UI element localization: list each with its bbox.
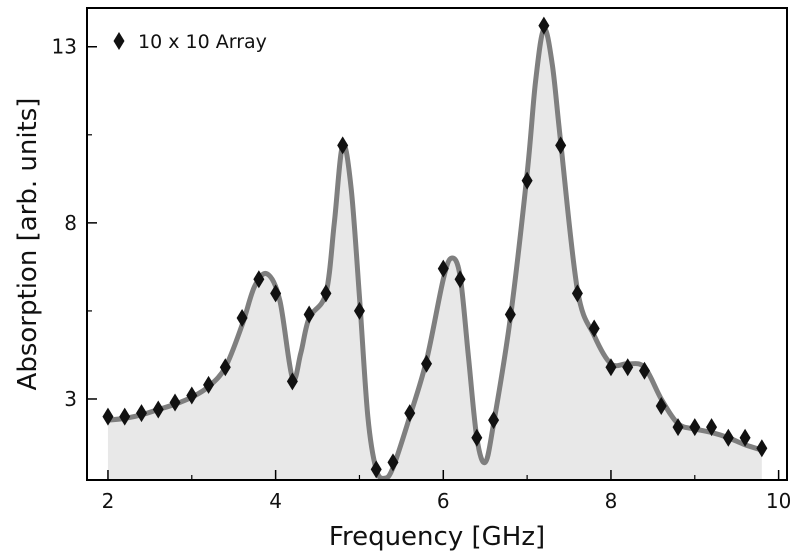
x-tick-label: 6 [437, 489, 450, 513]
data-point [353, 301, 365, 320]
x-tick-label: 2 [102, 489, 115, 513]
data-point [203, 375, 215, 394]
data-point [320, 284, 332, 303]
data-point [706, 418, 718, 437]
data-point [538, 16, 550, 35]
data-point [135, 404, 147, 423]
data-point [471, 428, 483, 447]
data-point [504, 305, 516, 324]
data-point [387, 453, 399, 472]
x-axis-title: Frequency [GHz] [329, 522, 545, 552]
y-tick-label: 13 [52, 35, 77, 59]
x-tick-label: 8 [605, 489, 618, 513]
data-point [739, 428, 751, 447]
data-point [655, 397, 667, 416]
data-point [454, 270, 466, 289]
y-tick-label: 8 [64, 211, 77, 235]
data-point [152, 400, 164, 419]
data-point [370, 460, 382, 479]
data-point [119, 407, 131, 426]
data-point [236, 308, 248, 327]
data-point [756, 439, 768, 458]
data-point [722, 428, 734, 447]
data-point [421, 354, 433, 373]
data-point [638, 361, 650, 380]
data-point [689, 418, 701, 437]
data-point [303, 305, 315, 324]
x-tick-label: 10 [766, 489, 791, 513]
x-tick-label: 4 [269, 489, 282, 513]
data-point [253, 270, 265, 289]
legend-label: 10 x 10 Array [138, 31, 267, 53]
legend: 10 x 10 Array [113, 31, 267, 53]
data-point [186, 386, 198, 405]
data-point [672, 418, 684, 437]
y-axis-title: Absorption [arb. units] [13, 98, 43, 391]
data-point [169, 393, 181, 412]
area-fill [107, 28, 762, 480]
marker-layer [102, 16, 768, 479]
data-point [102, 407, 114, 426]
data-point [286, 372, 298, 391]
x-axis: 2 4 6 8 10 [102, 470, 791, 513]
data-point [605, 358, 617, 377]
data-point [555, 136, 567, 155]
data-point [571, 284, 583, 303]
data-point [219, 358, 231, 377]
data-point [404, 404, 416, 423]
plot-frame [86, 7, 788, 481]
data-point [270, 284, 282, 303]
legend-diamond-marker [113, 32, 125, 50]
y-tick-label: 3 [64, 387, 77, 411]
data-point [488, 411, 500, 430]
data-point [437, 259, 449, 278]
data-point [622, 358, 634, 377]
data-point [588, 319, 600, 338]
area-fill-layer [107, 28, 762, 480]
y-axis: 3 8 13 [52, 35, 97, 411]
data-point [337, 136, 349, 155]
data-point [521, 171, 533, 190]
